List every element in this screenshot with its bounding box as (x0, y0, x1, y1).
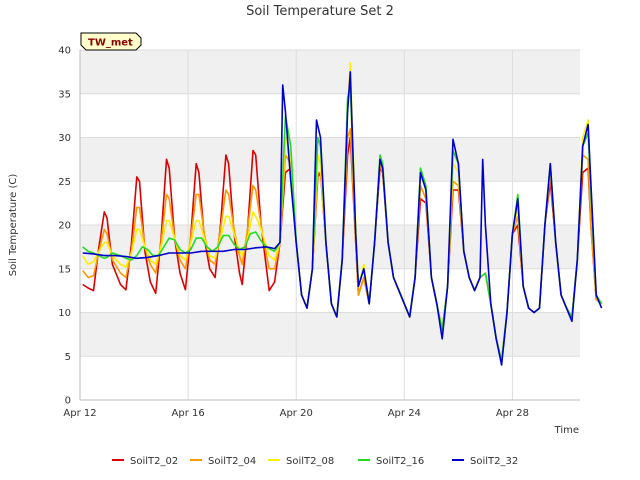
y-tick-label: 15 (58, 264, 71, 275)
x-tick-label: Apr 24 (388, 408, 421, 419)
legend-label: SoilT2_02 (130, 456, 178, 467)
plot-band (80, 312, 580, 357)
legend-label: SoilT2_32 (470, 456, 518, 467)
y-tick-label: 35 (58, 89, 71, 100)
station-badge-text: TW_met (88, 38, 133, 49)
series-layer (82, 62, 603, 366)
series-line-soilt2-32 (82, 71, 603, 366)
legend: SoilT2_02 SoilT2_04 SoilT2_08 SoilT2_16 Soil… (112, 456, 518, 467)
y-tick-label: 0 (65, 396, 71, 407)
x-axis-label: Time (554, 425, 579, 436)
axes: 0 5 10 15 20 25 30 35 40 Apr 12 Apr 16 Apr 20 Apr 24… (58, 46, 580, 419)
legend-label: SoilT2_16 (376, 456, 424, 467)
x-tick-label: Apr 12 (63, 408, 96, 419)
x-tick-label: Apr 20 (280, 408, 313, 419)
y-tick-label: 20 (58, 221, 71, 232)
y-tick-label: 30 (58, 133, 71, 144)
station-badge: TW_met (80, 32, 142, 51)
plot-band (80, 225, 580, 269)
y-tick-label: 40 (58, 46, 71, 57)
chart-title: Soil Temperature Set 2 (246, 4, 394, 19)
y-axis-label: Soil Temperature (C) (8, 174, 19, 277)
legend-item-soilt2-04: SoilT2_04 (190, 456, 256, 467)
legend-item-soilt2-02: SoilT2_02 (112, 456, 178, 467)
station-badge-box (80, 32, 142, 51)
plot-band (80, 50, 580, 94)
legend-item-soilt2-32: SoilT2_32 (452, 456, 518, 467)
legend-label: SoilT2_04 (208, 456, 256, 467)
legend-item-soilt2-08: SoilT2_08 (268, 456, 334, 467)
plot-band (80, 137, 580, 182)
y-tick-label: 5 (65, 352, 71, 363)
x-tick-label: Apr 16 (172, 408, 205, 419)
y-tick-label: 25 (58, 177, 71, 188)
x-tick-label: Apr 28 (496, 408, 529, 419)
y-tick-label: 10 (58, 308, 71, 319)
legend-label: SoilT2_08 (286, 456, 334, 467)
legend-item-soilt2-16: SoilT2_16 (358, 456, 424, 467)
